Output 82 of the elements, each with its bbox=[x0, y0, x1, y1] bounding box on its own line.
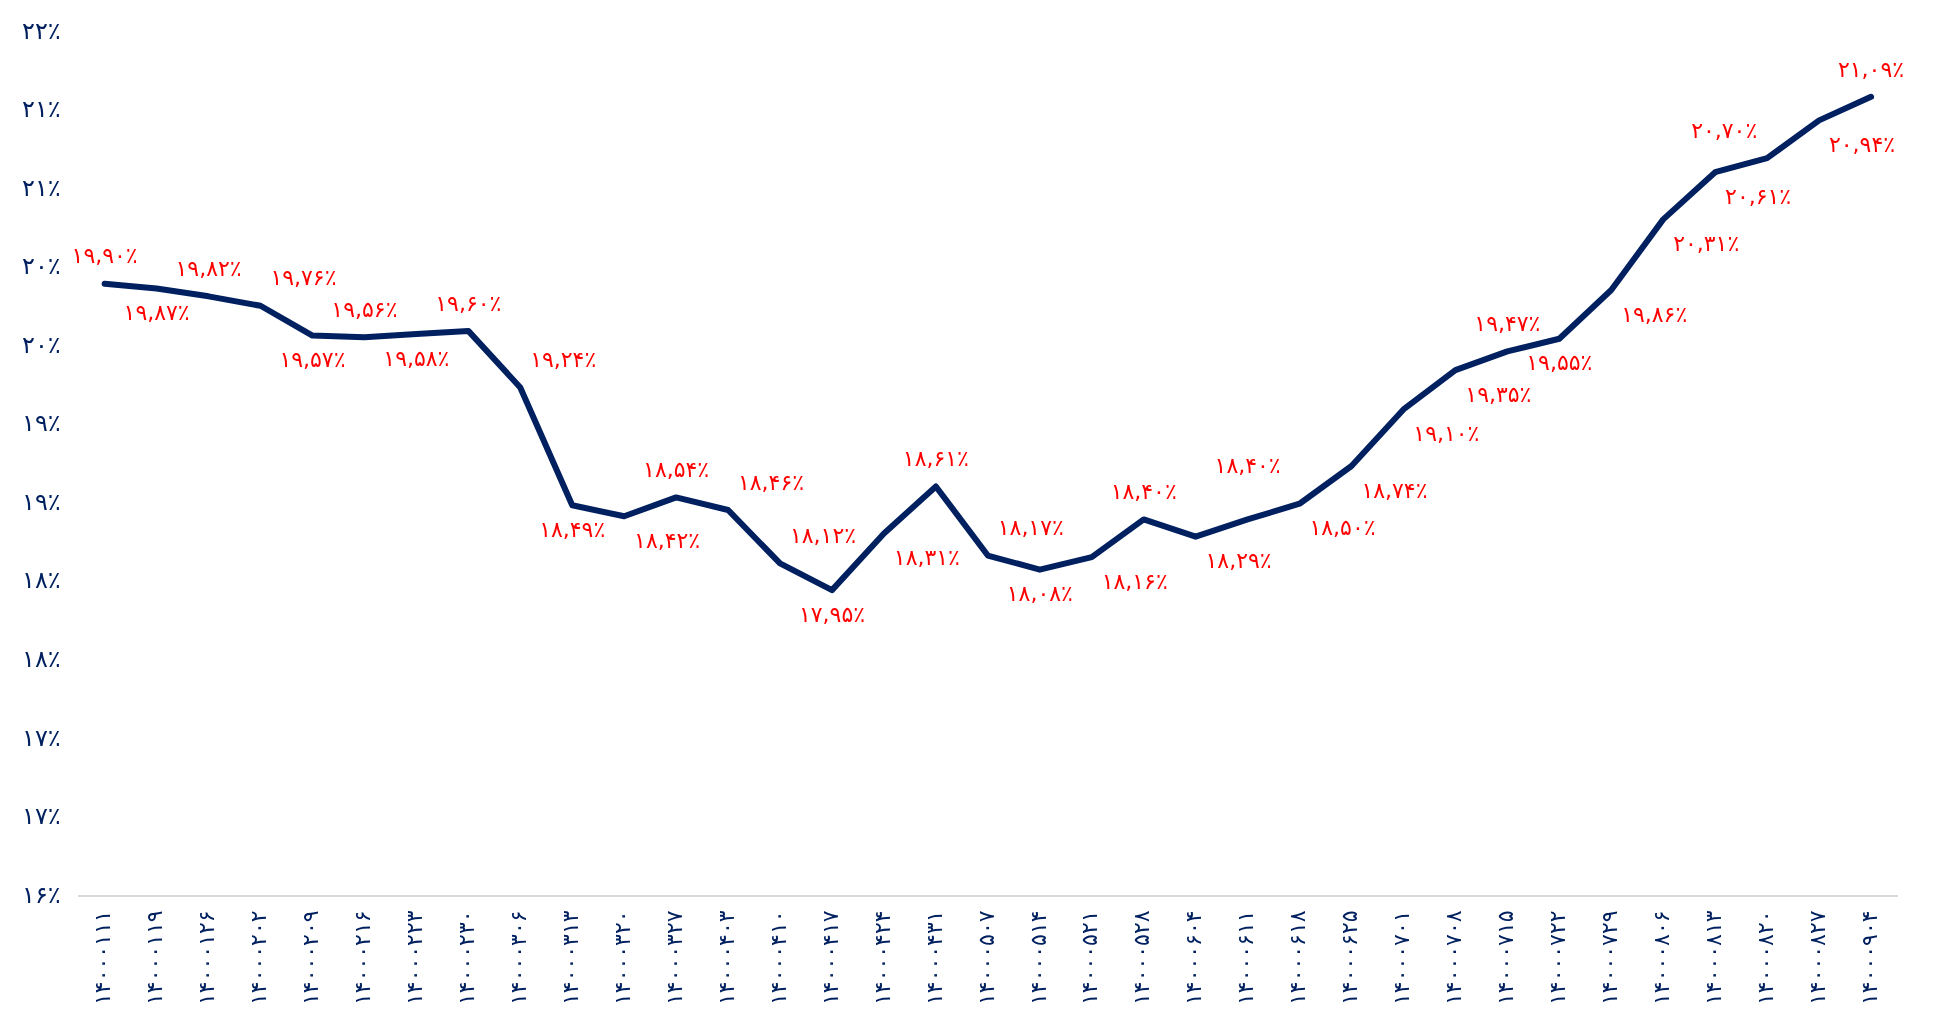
data-label: ۱۸,۶۱٪ bbox=[902, 446, 969, 472]
x-tick-label: ۱۴۰۰۰۲۳۰ bbox=[454, 910, 480, 1005]
data-label: ۱۸,۵۴٪ bbox=[643, 457, 710, 483]
x-tick-label: ۱۴۰۰۰۶۱۱ bbox=[1233, 910, 1259, 1005]
data-label: ۲۰,۶۱٪ bbox=[1725, 183, 1792, 209]
y-tick-label: ۲۰٪ bbox=[22, 252, 61, 281]
y-tick-label: ۱۸٪ bbox=[22, 566, 61, 595]
data-label: ۱۸,۱۶٪ bbox=[1101, 568, 1168, 594]
data-label: ۱۹,۵۶٪ bbox=[331, 296, 398, 322]
y-tick-label: ۱۷٪ bbox=[22, 723, 61, 752]
data-label: ۱۸,۲۹٪ bbox=[1205, 548, 1272, 574]
x-tick-label: ۱۴۰۰۰۴۱۷ bbox=[817, 910, 843, 1005]
x-tick-label: ۱۴۰۰۰۵۰۷ bbox=[973, 910, 999, 1005]
x-tick-label: ۱۴۰۰۰۵۱۴ bbox=[1025, 910, 1051, 1005]
data-label: ۱۸,۴۶٪ bbox=[737, 469, 805, 495]
x-tick-label: ۱۴۰۰۰۸۲۰ bbox=[1752, 910, 1778, 1005]
x-tick-label: ۱۴۰۰۰۲۲۳ bbox=[402, 910, 428, 1005]
x-tick-label: ۱۴۰۰۰۸۲۷ bbox=[1804, 910, 1830, 1005]
x-tick-label: ۱۴۰۰۰۲۰۹ bbox=[298, 910, 324, 1005]
data-label: ۱۹,۷۶٪ bbox=[270, 265, 337, 291]
data-label: ۲۰,۹۴٪ bbox=[1828, 132, 1896, 158]
x-tick-label: ۱۴۰۰۰۶۰۴ bbox=[1181, 910, 1207, 1005]
x-tick-label: ۱۴۰۰۰۵۲۸ bbox=[1129, 910, 1155, 1005]
data-label: ۱۹,۶۰٪ bbox=[435, 290, 502, 316]
x-tick-label: ۱۴۰۰۰۴۰۳ bbox=[713, 910, 739, 1005]
x-tick-label: ۱۴۰۰۰۸۰۶ bbox=[1648, 910, 1674, 1005]
x-tick-label: ۱۴۰۰۰۴۱۰ bbox=[765, 910, 791, 1005]
data-label: ۱۸,۱۲٪ bbox=[789, 523, 857, 549]
x-tick-label: ۱۴۰۰۰۳۲۷ bbox=[661, 910, 687, 1005]
y-tick-label: ۲۱٪ bbox=[22, 95, 61, 124]
x-tick-label: ۱۴۰۰۰۵۲۱ bbox=[1077, 910, 1103, 1005]
data-label: ۱۷,۹۵٪ bbox=[798, 601, 866, 627]
data-label: ۱۹,۸۷٪ bbox=[123, 300, 190, 326]
y-tick-label: ۱۶٪ bbox=[22, 880, 61, 909]
data-label: ۱۹,۳۵٪ bbox=[1465, 381, 1532, 407]
data-label: ۲۰,۳۱٪ bbox=[1673, 231, 1740, 257]
data-label: ۱۸,۵۰٪ bbox=[1309, 515, 1376, 541]
data-label: ۱۹,۹۰٪ bbox=[71, 243, 138, 269]
data-label: ۱۹,۱۰٪ bbox=[1413, 421, 1480, 447]
x-tick-label: ۱۴۰۰۰۱۱۹ bbox=[142, 910, 168, 1005]
x-tick-label: ۱۴۰۰۰۶۲۵ bbox=[1337, 910, 1363, 1005]
y-tick-label: ۱۹٪ bbox=[22, 409, 61, 438]
x-tick-label: ۱۴۰۰۰۴۳۱ bbox=[921, 910, 947, 1005]
y-tick-label: ۲۰٪ bbox=[22, 330, 61, 359]
x-tick-label: ۱۴۰۰۰۷۲۲ bbox=[1545, 910, 1571, 1005]
x-tick-label: ۱۴۰۰۰۸۱۳ bbox=[1700, 910, 1726, 1005]
x-tick-label: ۱۴۰۰۰۷۲۹ bbox=[1596, 910, 1622, 1005]
data-label: ۱۹,۵۵٪ bbox=[1526, 350, 1593, 376]
x-tick-label: ۱۴۰۰۰۱۱۱ bbox=[90, 910, 116, 1005]
data-label: ۱۸,۷۴٪ bbox=[1361, 477, 1428, 503]
x-tick-label: ۱۴۰۰۰۷۰۸ bbox=[1441, 910, 1467, 1005]
y-tick-label: ۱۸٪ bbox=[22, 645, 61, 674]
data-label: ۱۹,۲۴٪ bbox=[530, 347, 597, 373]
data-label: ۱۸,۰۸٪ bbox=[1006, 581, 1073, 607]
data-label: ۱۹,۸۶٪ bbox=[1621, 301, 1688, 327]
data-label: ۱۸,۴۰٪ bbox=[1214, 453, 1281, 479]
y-tick-label: ۲۲٪ bbox=[22, 16, 61, 45]
data-label: ۲۰,۷۰٪ bbox=[1691, 117, 1758, 143]
x-tick-label: ۱۴۰۰۰۴۲۴ bbox=[869, 910, 895, 1005]
data-label: ۲۱,۰۹٪ bbox=[1837, 56, 1905, 82]
x-tick-label: ۱۴۰۰۰۹۰۴ bbox=[1856, 910, 1882, 1005]
x-tick-label: ۱۴۰۰۰۲۱۶ bbox=[350, 910, 376, 1005]
x-tick-label: ۱۴۰۰۰۳۱۳ bbox=[557, 910, 583, 1005]
data-label: ۱۹,۴۷٪ bbox=[1474, 311, 1541, 337]
data-label: ۱۹,۵۷٪ bbox=[279, 347, 346, 373]
x-tick-label: ۱۴۰۰۰۷۰۱ bbox=[1389, 910, 1415, 1005]
y-tick-label: ۲۱٪ bbox=[22, 173, 61, 202]
data-label: ۱۹,۵۸٪ bbox=[383, 345, 450, 371]
data-label: ۱۸,۳۱٪ bbox=[893, 545, 960, 571]
x-tick-label: ۱۴۰۰۰۶۱۸ bbox=[1285, 910, 1311, 1005]
y-tick-label: ۱۷٪ bbox=[22, 802, 61, 831]
x-tick-label: ۱۴۰۰۰۱۲۶ bbox=[194, 910, 220, 1005]
data-label: ۱۹,۸۲٪ bbox=[175, 256, 242, 282]
x-tick-label: ۱۴۰۰۰۳۲۰ bbox=[609, 910, 635, 1005]
x-tick-label: ۱۴۰۰۰۲۰۲ bbox=[246, 910, 272, 1005]
x-tick-label: ۱۴۰۰۰۷۱۵ bbox=[1493, 910, 1519, 1005]
x-tick-label: ۱۴۰۰۰۳۰۶ bbox=[505, 910, 531, 1005]
y-tick-label: ۱۹٪ bbox=[22, 487, 61, 516]
data-label: ۱۸,۴۹٪ bbox=[539, 517, 606, 542]
data-label: ۱۸,۴۲٪ bbox=[634, 528, 701, 553]
data-label: ۱۸,۱۷٪ bbox=[997, 515, 1064, 541]
data-label: ۱۸,۴۰٪ bbox=[1110, 479, 1177, 505]
